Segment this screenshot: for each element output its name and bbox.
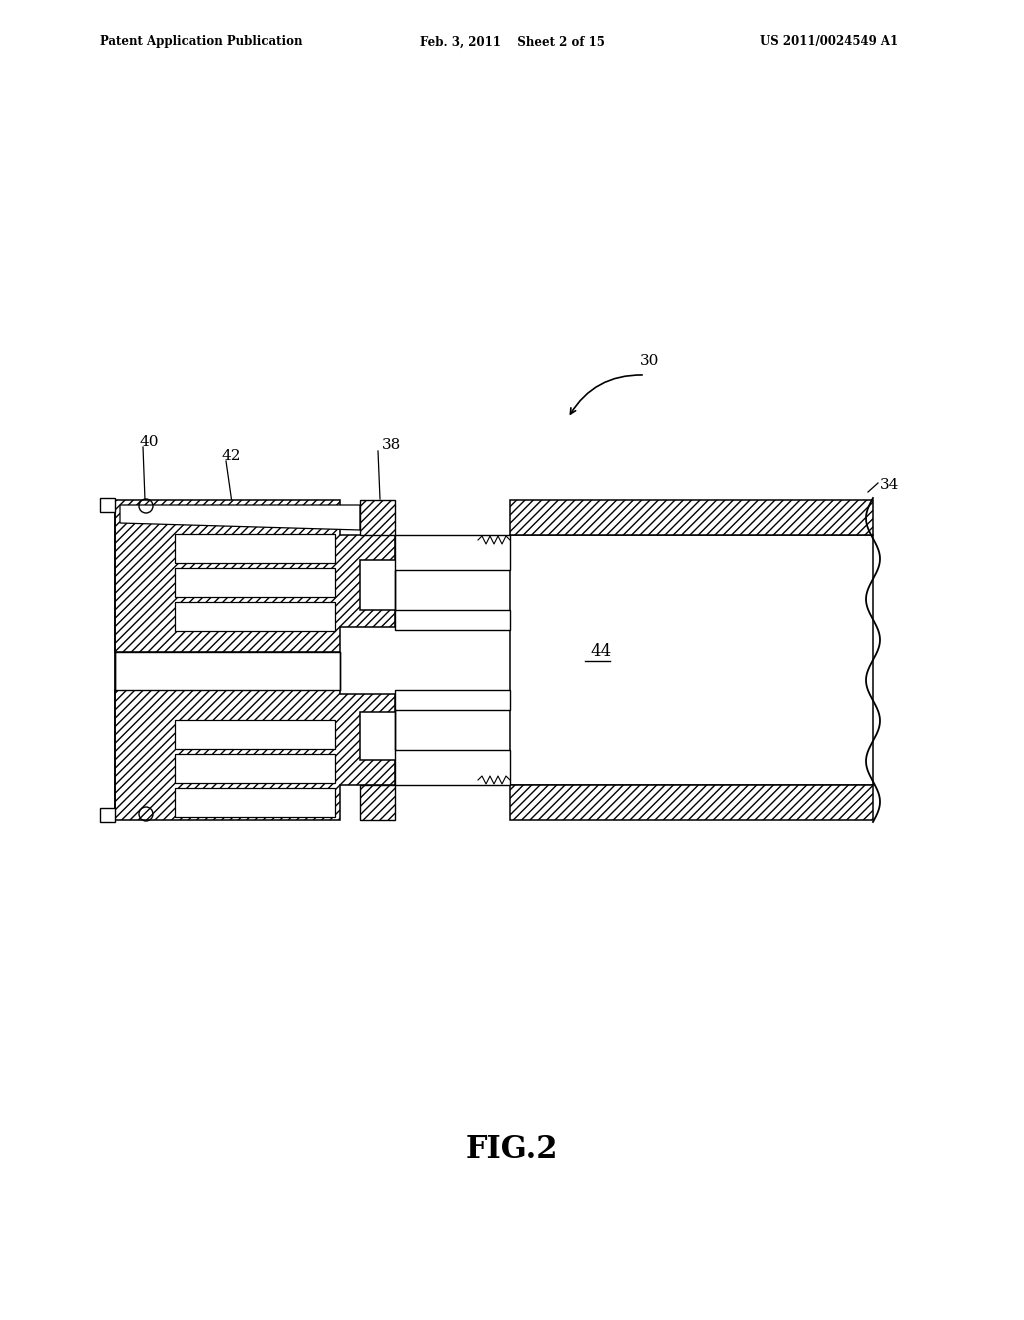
- Polygon shape: [115, 500, 395, 652]
- Polygon shape: [510, 535, 873, 785]
- Text: 30: 30: [640, 354, 659, 368]
- Polygon shape: [175, 535, 335, 564]
- Polygon shape: [120, 506, 360, 531]
- Polygon shape: [395, 535, 510, 630]
- Text: 34: 34: [880, 478, 899, 492]
- Polygon shape: [510, 785, 873, 820]
- Polygon shape: [360, 785, 395, 820]
- Polygon shape: [175, 719, 335, 748]
- Text: 38: 38: [382, 438, 401, 451]
- Text: FIG.2: FIG.2: [466, 1134, 558, 1166]
- Polygon shape: [175, 568, 335, 597]
- Polygon shape: [510, 500, 873, 535]
- Polygon shape: [395, 690, 510, 785]
- Polygon shape: [115, 652, 340, 690]
- Text: US 2011/0024549 A1: US 2011/0024549 A1: [760, 36, 898, 49]
- Polygon shape: [360, 500, 395, 535]
- Polygon shape: [100, 808, 115, 822]
- Text: 40: 40: [140, 436, 160, 449]
- Text: Feb. 3, 2011    Sheet 2 of 15: Feb. 3, 2011 Sheet 2 of 15: [420, 36, 605, 49]
- Polygon shape: [100, 498, 115, 512]
- Polygon shape: [175, 788, 335, 817]
- Polygon shape: [115, 690, 395, 820]
- Text: 44: 44: [590, 644, 611, 660]
- Polygon shape: [175, 754, 335, 783]
- Text: Patent Application Publication: Patent Application Publication: [100, 36, 302, 49]
- Polygon shape: [175, 602, 335, 631]
- Text: 46: 46: [234, 664, 255, 681]
- Text: 42: 42: [222, 449, 242, 463]
